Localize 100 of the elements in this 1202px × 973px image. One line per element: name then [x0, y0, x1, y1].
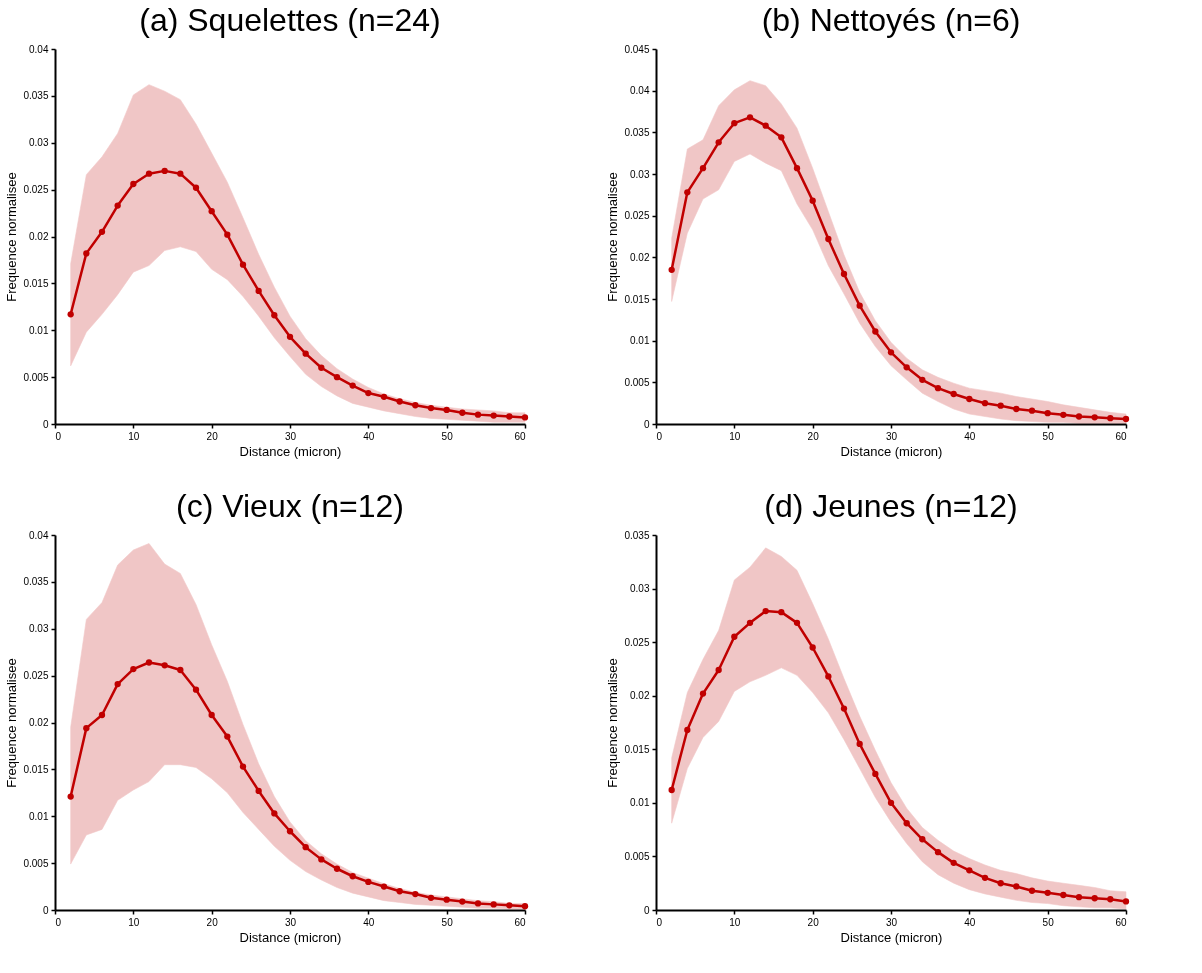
point: [98, 711, 106, 719]
x-tick-label: 10: [729, 430, 741, 442]
x-tick-label: 10: [128, 916, 140, 928]
y-tick-label: 0.02: [630, 251, 650, 263]
point: [380, 883, 388, 890]
point: [114, 680, 121, 688]
x-tick-label: 10: [128, 430, 140, 442]
point: [1013, 405, 1020, 413]
y-tick-label: 0.01: [29, 324, 49, 336]
x-tick-label: 60: [1115, 430, 1127, 442]
point: [396, 888, 403, 895]
point: [224, 231, 231, 238]
point: [1122, 415, 1130, 423]
point: [825, 673, 832, 680]
x-axis-title: Distance (micron): [840, 443, 943, 459]
point: [396, 398, 403, 405]
y-axis-title: Frequence normalisee: [4, 172, 20, 302]
point: [840, 705, 848, 712]
x-tick-label: 0: [656, 916, 663, 928]
point: [349, 873, 356, 880]
point: [177, 170, 184, 177]
point: [302, 350, 309, 357]
point: [98, 228, 106, 235]
y-tick-label: 0.04: [29, 43, 49, 55]
point: [872, 770, 879, 778]
point: [778, 608, 785, 616]
point: [872, 328, 879, 335]
point: [380, 393, 388, 400]
x-tick-label: 60: [1115, 916, 1127, 928]
point: [825, 235, 832, 243]
y-tick-label: 0.04: [630, 85, 650, 97]
point: [1107, 896, 1114, 903]
y-tick-label: 0.01: [630, 335, 650, 347]
point: [1060, 891, 1067, 899]
point: [333, 865, 341, 872]
point: [318, 856, 325, 863]
y-tick-label: 0.045: [624, 43, 650, 55]
point: [239, 763, 247, 770]
point: [490, 412, 497, 419]
x-tick-label: 50: [441, 916, 454, 928]
point: [208, 208, 215, 215]
point: [997, 402, 1004, 409]
point: [474, 900, 482, 907]
x-tick-label: 40: [363, 916, 375, 928]
point: [459, 409, 466, 416]
point: [715, 139, 722, 146]
point: [699, 690, 707, 697]
x-tick-label: 40: [964, 430, 976, 442]
x-tick-label: 30: [284, 916, 297, 928]
x-tick-label: 60: [514, 916, 526, 928]
chart-title: (c) Vieux (n=12): [176, 488, 404, 524]
chart-title: (b) Nettoyés (n=6): [761, 2, 1021, 38]
x-tick-label: 20: [807, 916, 820, 928]
y-tick-label: 0.035: [23, 576, 49, 588]
y-tick-label: 0.04: [29, 529, 49, 541]
point: [83, 250, 90, 257]
point: [966, 867, 973, 874]
point: [1075, 893, 1083, 901]
point: [67, 311, 74, 318]
point: [177, 666, 184, 674]
y-tick-label: 0.03: [29, 623, 49, 635]
x-tick-label: 10: [729, 916, 741, 928]
y-tick-label: 0.01: [630, 797, 650, 809]
y-tick-label: 0.03: [630, 583, 650, 595]
x-axis-title: Distance (micron): [239, 929, 342, 945]
y-tick-label: 0.005: [624, 850, 650, 862]
x-tick-label: 30: [885, 916, 898, 928]
y-axis-title: Frequence normalisee: [605, 172, 621, 302]
point: [365, 878, 372, 886]
point: [506, 902, 513, 909]
point: [192, 184, 200, 191]
point: [1013, 883, 1020, 890]
point: [981, 874, 989, 882]
y-axis-title: Frequence normalisee: [605, 658, 621, 788]
point: [919, 836, 926, 843]
point: [731, 120, 738, 127]
point: [684, 726, 691, 734]
point: [427, 894, 435, 901]
point: [731, 633, 738, 640]
x-tick-label: 30: [284, 430, 297, 442]
point: [668, 266, 675, 273]
point: [114, 202, 121, 209]
point: [1028, 887, 1036, 894]
y-tick-label: 0.035: [23, 90, 49, 102]
point: [145, 170, 153, 177]
point: [239, 261, 247, 268]
point: [521, 903, 529, 910]
y-tick-label: 0: [643, 904, 650, 916]
point: [271, 312, 278, 319]
y-tick-label: 0.005: [23, 857, 49, 869]
point: [192, 686, 200, 693]
y-tick-label: 0.015: [23, 763, 49, 775]
point: [1044, 889, 1051, 897]
point: [950, 859, 957, 867]
y-tick-label: 0.035: [624, 529, 650, 541]
point: [903, 820, 910, 827]
y-tick-label: 0.02: [29, 231, 49, 242]
x-tick-label: 50: [441, 430, 454, 442]
point: [333, 373, 341, 381]
point: [67, 793, 74, 800]
